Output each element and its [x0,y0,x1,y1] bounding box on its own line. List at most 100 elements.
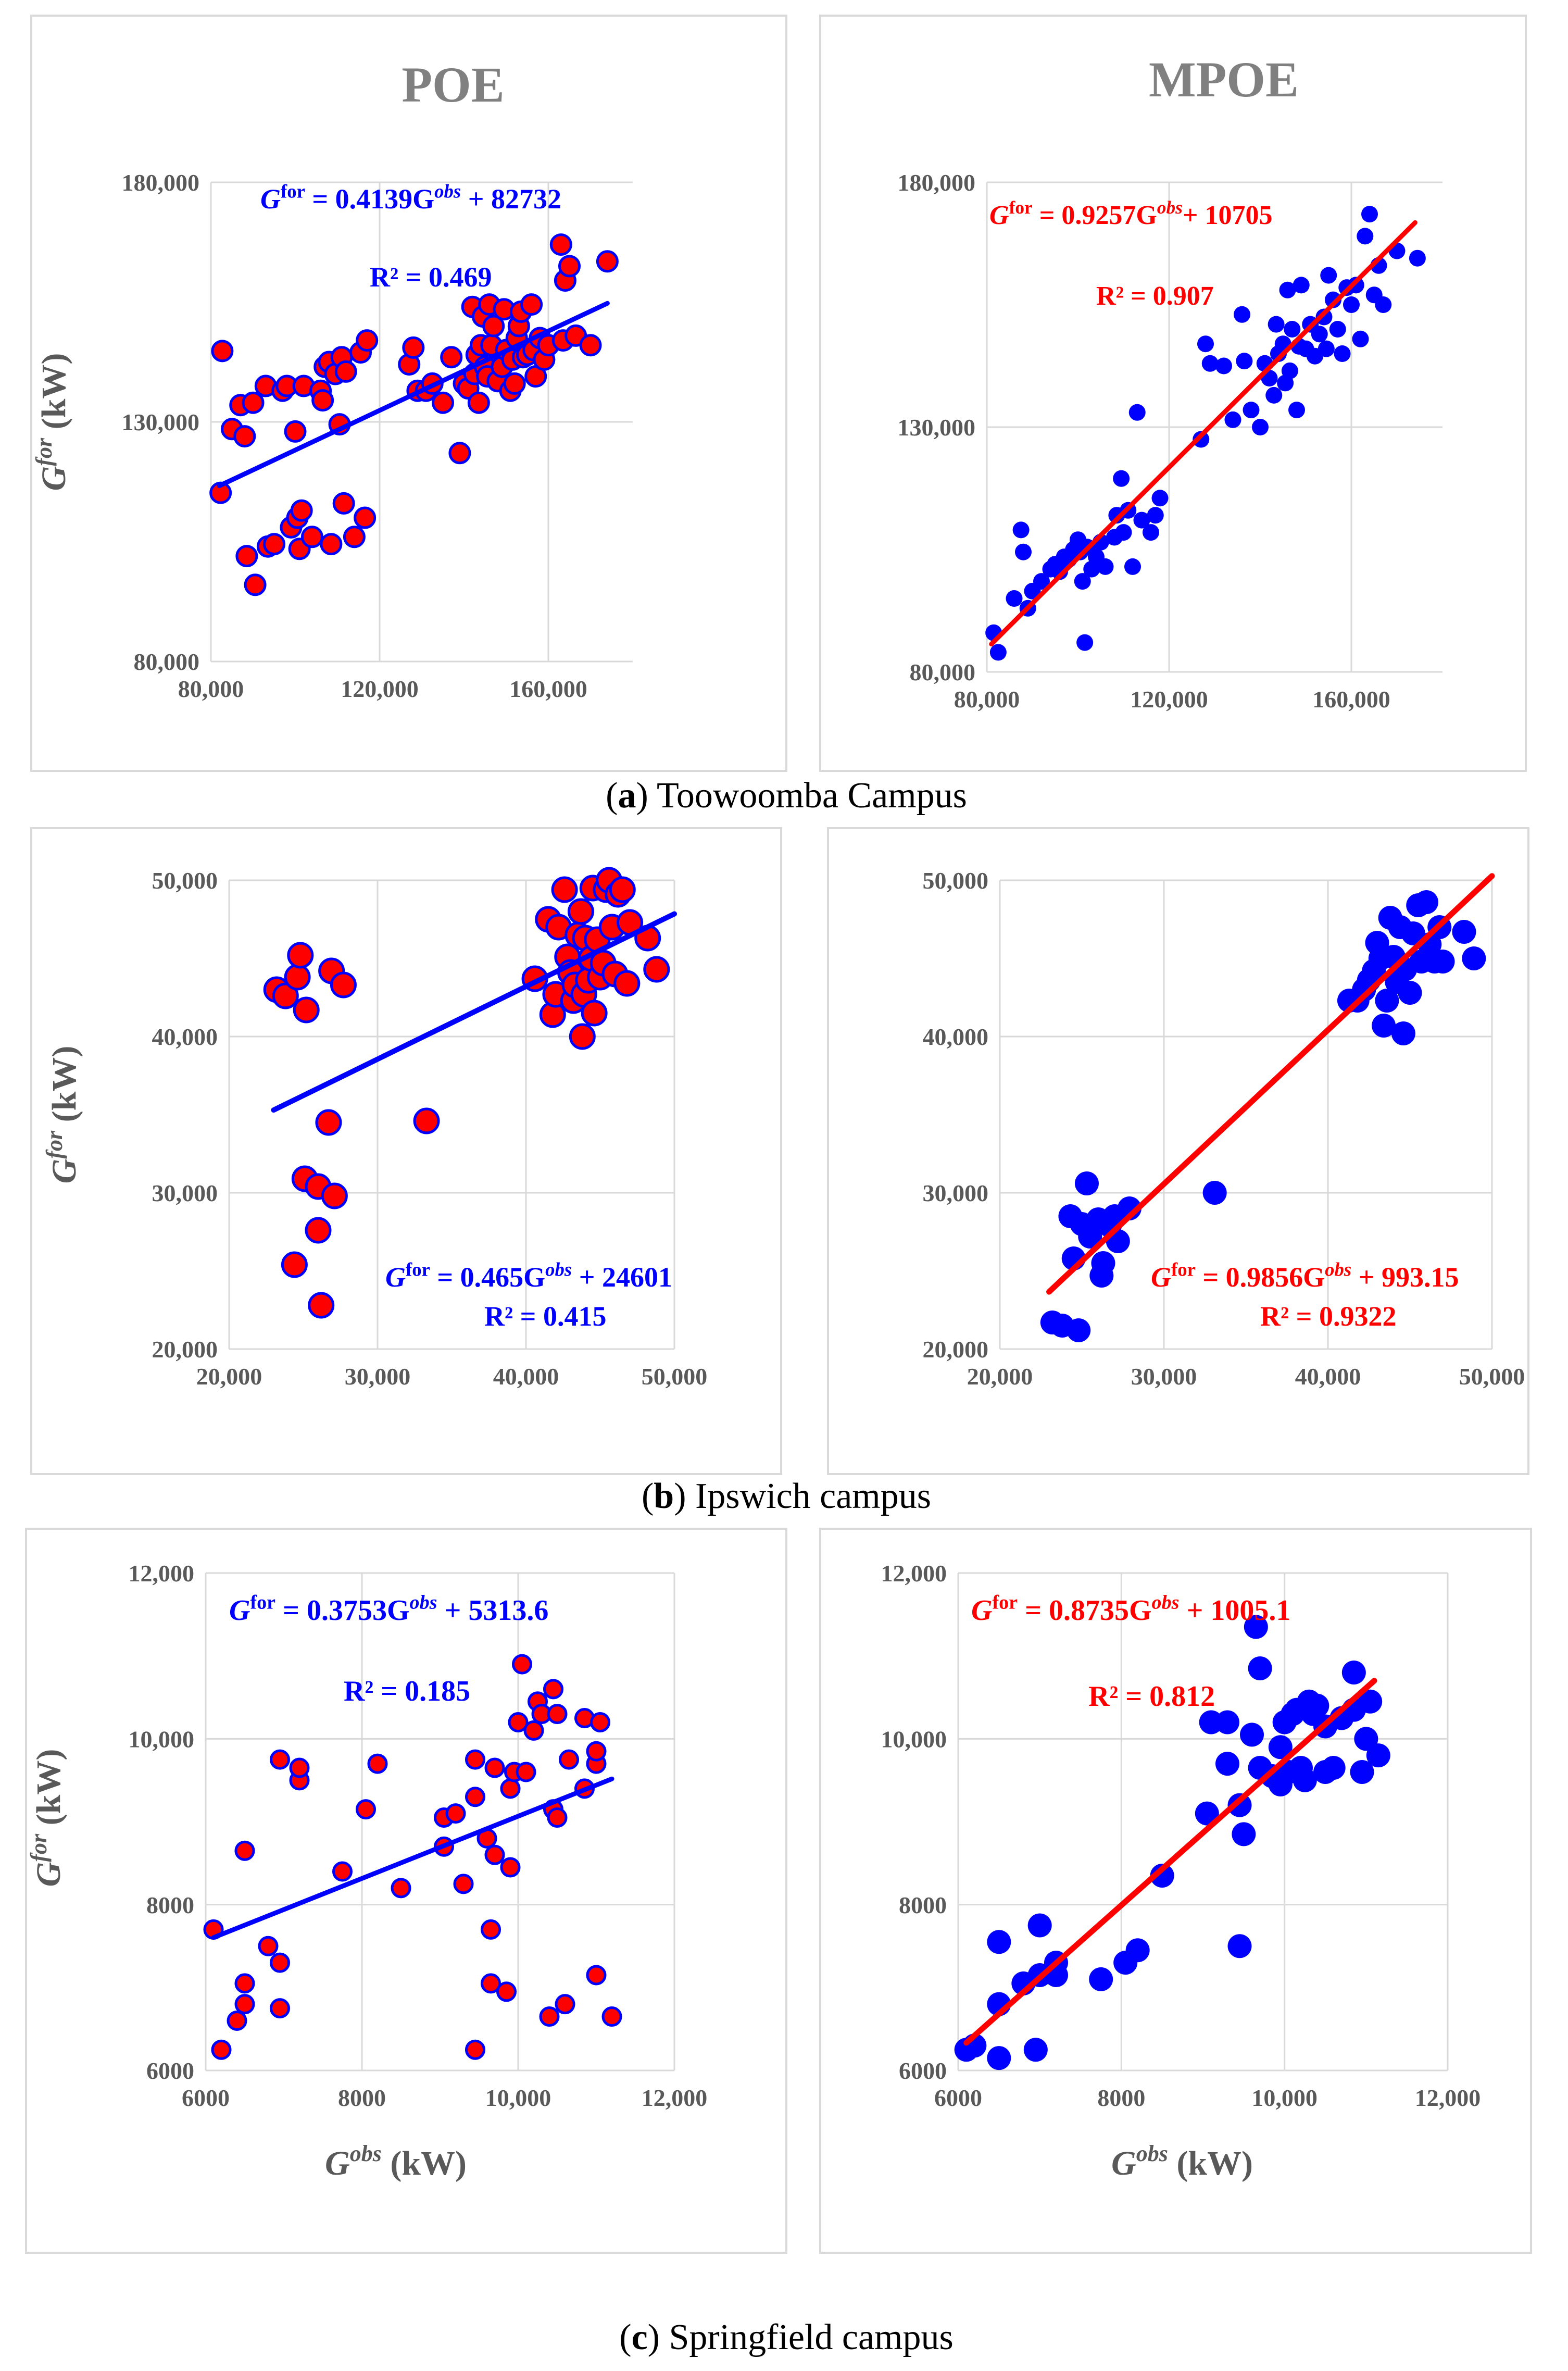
r-squared-label: R² = 0.469 [370,261,492,293]
data-point [270,1952,290,1973]
y-tick-label: 80,000 [134,648,200,675]
data-point [1347,277,1364,294]
data-point [1315,308,1333,326]
data-point [1431,950,1455,974]
y-tick-label: 130,000 [898,414,976,441]
data-point [590,1712,610,1732]
data-point [308,1292,335,1319]
trendline [211,1776,614,1940]
data-point [482,315,505,338]
x-tick-label: 160,000 [509,676,587,702]
data-point [1357,228,1374,245]
data-point [242,391,265,414]
y-tick-label: 50,000 [152,867,218,894]
data-point [1284,321,1301,338]
data-point [1352,330,1369,347]
data-point [567,898,594,925]
chart-c-poe: 6000 8000 10,000 12,000 6000 8000 10,000 12,000… [25,1528,787,2254]
data-point [356,1799,376,1820]
data-point [1358,1689,1383,1714]
y-axis-label: Gfor (kW) [42,1046,83,1184]
data-point [503,372,526,395]
data-point [1281,362,1298,379]
y-tick-label: 40,000 [152,1024,218,1050]
data-points [1040,890,1486,1342]
chart-panel [819,15,1527,772]
x-tick-label: 80,000 [954,686,1020,713]
data-point [235,545,258,568]
data-point [484,1844,505,1865]
data-point [1150,1863,1174,1888]
data-point [1067,1318,1091,1342]
y-tick-label: 12,000 [881,1560,947,1587]
data-point [643,956,670,983]
chart-panel [819,1528,1532,2254]
data-point [1350,1760,1374,1784]
trendline-equation: Gfor = 0.9257Gobs+ 10705 [989,197,1273,230]
data-point [989,644,1007,661]
y-tick-label: 20,000 [923,1336,989,1363]
y-tick-label: 10,000 [129,1726,195,1752]
data-point [1074,1171,1099,1195]
data-point [1334,345,1351,362]
trendline-equation: Gfor = 0.8735Gobs + 1005.1 [971,1592,1290,1627]
data-point [227,2011,247,2031]
data-point [391,1878,411,1899]
chart-b-poe: 20,000 30,000 40,000 50,000 20,000 30,000 40,0… [30,827,782,1475]
data-point [1305,1693,1329,1718]
data-point [332,492,355,515]
y-tick-label: 12,000 [129,1560,195,1587]
figure-caption: (a) Toowoomba Campus [606,776,967,816]
trendline [271,911,677,1113]
data-point [211,340,234,363]
data-point [233,425,256,448]
data-point [311,389,334,412]
data-point [234,1973,255,1994]
data-point [1033,573,1050,590]
data-point [1354,1727,1378,1751]
x-tick-label: 120,000 [341,676,419,702]
data-point [1318,340,1335,357]
data-point [284,420,307,443]
data-point [1321,1756,1346,1780]
data-point [1234,306,1250,323]
trendline [1046,873,1495,1295]
data-point [356,329,379,352]
data-point [596,250,619,273]
trendline [963,1678,1377,2046]
x-tick-label: 80,000 [178,676,244,702]
data-point [334,360,357,383]
data-point [1074,573,1091,590]
data-point [1343,296,1360,313]
data-points [203,1654,622,2060]
data-point [613,970,641,997]
data-point [354,506,377,529]
x-tick-label: 6000 [182,2085,230,2111]
data-point [1051,563,1068,580]
figure-caption: (c) Springfield campus [619,2317,954,2357]
x-tick-label: 50,000 [1459,1363,1525,1390]
data-point [1215,357,1232,375]
y-tick-label: 8000 [146,1892,194,1918]
data-point [1361,206,1378,223]
data-point [543,1679,563,1700]
data-point [1268,1735,1293,1759]
data-point [1288,402,1305,419]
y-tick-label: 40,000 [923,1024,989,1050]
data-point [500,1778,521,1799]
data-point [270,1998,290,2019]
x-tick-label: 8000 [338,2085,386,2111]
data-point [467,391,490,414]
data-point [234,1994,255,2015]
data-point [263,533,285,556]
data-point [211,2039,232,2060]
y-tick-label: 6000 [146,2057,194,2084]
r-squared-label: R² = 0.9322 [1260,1301,1396,1332]
data-point [1293,277,1310,294]
data-point [1232,1822,1256,1846]
data-point [523,1720,544,1741]
data-point [1268,316,1285,333]
data-point [465,2039,485,2060]
data-point [1151,490,1169,507]
